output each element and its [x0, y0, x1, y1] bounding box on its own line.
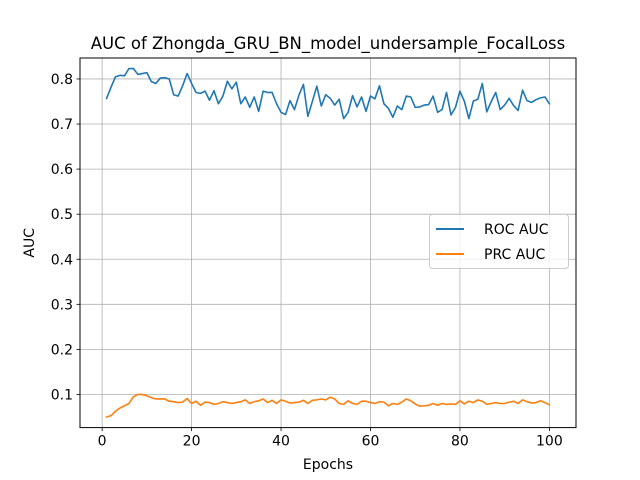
series-line-prc-auc: [105, 393, 551, 419]
x-tick-label: 40: [272, 434, 290, 450]
y-axis-label: AUC: [22, 228, 38, 258]
y-tick-label: 0.7: [51, 117, 73, 133]
y-tick-label: 0.1: [51, 387, 73, 403]
legend: ROC AUC PRC AUC: [429, 214, 569, 269]
series-layer: [105, 67, 551, 419]
x-tick-label: 60: [362, 434, 380, 450]
x-tick-label: 20: [183, 434, 201, 450]
y-tick-label: 0.8: [51, 72, 73, 88]
x-axis-ticks: 0 20 40 60 80 100: [98, 427, 563, 450]
x-tick-label: 100: [536, 434, 563, 450]
plot-frame: [79, 57, 577, 429]
y-tick-label: 0.4: [51, 252, 73, 268]
series-line-roc-auc: [105, 67, 551, 120]
y-axis-ticks: 0.1 0.2 0.3 0.4 0.5 0.6 0.7 0.8: [51, 72, 80, 403]
y-tick-label: 0.5: [51, 207, 73, 223]
legend-box: [429, 214, 569, 269]
legend-label-prc-auc: PRC AUC: [484, 247, 546, 263]
x-tick-label: 0: [98, 434, 107, 450]
y-tick-label: 0.2: [51, 342, 73, 358]
y-tick-label: 0.3: [51, 297, 73, 313]
legend-label-roc-auc: ROC AUC: [484, 222, 549, 238]
y-tick-label: 0.6: [51, 162, 73, 178]
x-tick-label: 80: [451, 434, 469, 450]
x-axis-label: Epochs: [303, 457, 353, 473]
chart-title: AUC of Zhongda_GRU_BN_model_undersample_…: [91, 34, 566, 54]
